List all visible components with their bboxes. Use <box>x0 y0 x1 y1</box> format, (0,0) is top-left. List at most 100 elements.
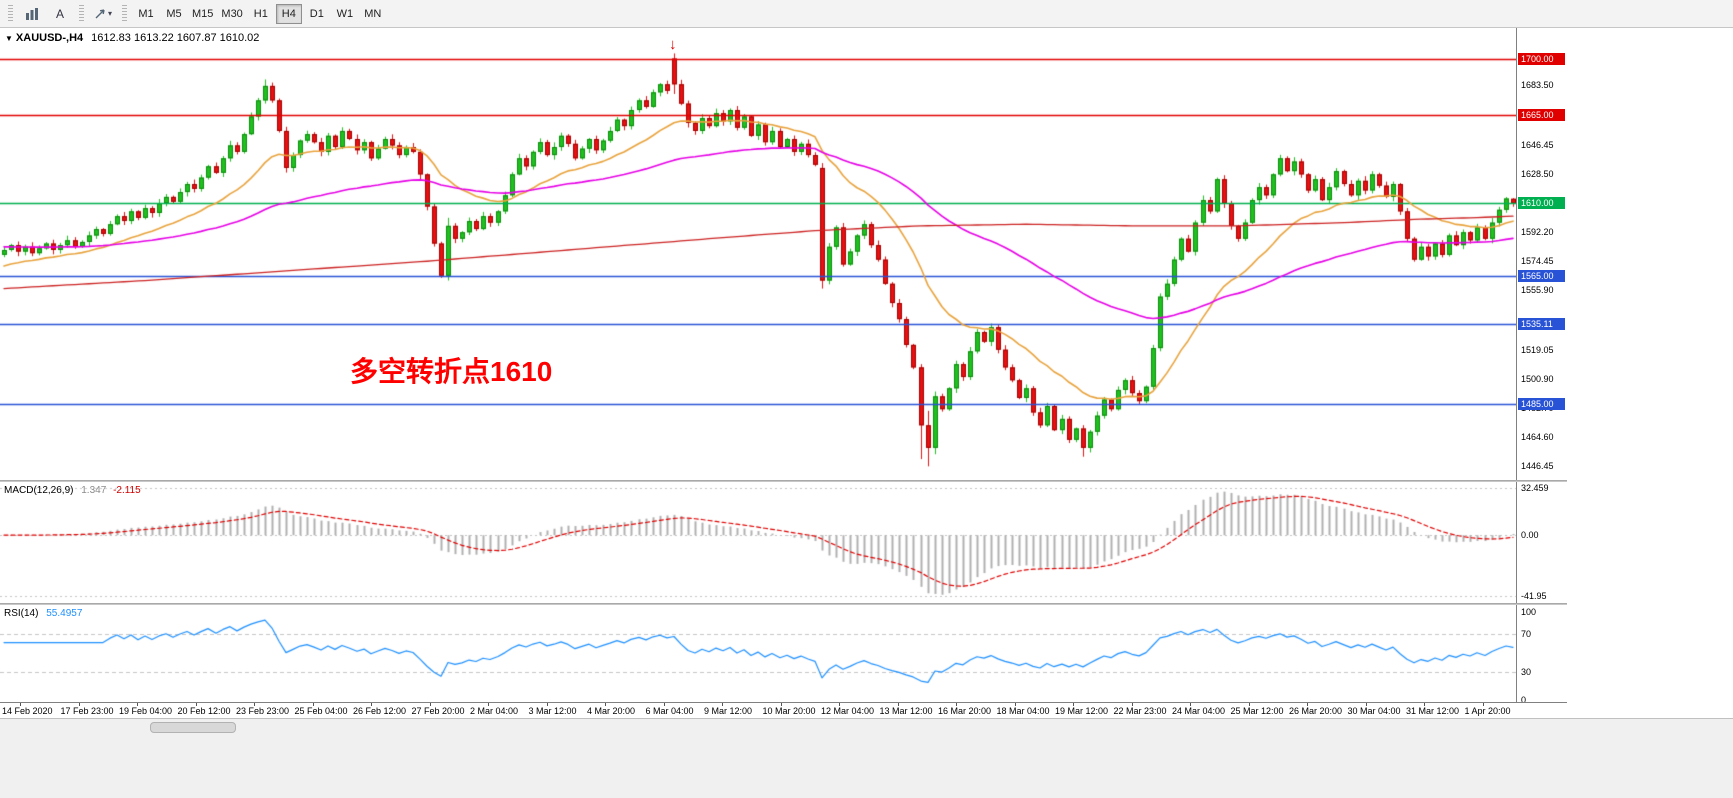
toolbar-grip[interactable] <box>122 4 127 23</box>
time-label: 30 Mar 04:00 <box>1347 706 1401 716</box>
dropdown-caret-icon: ▾ <box>107 9 112 18</box>
time-label: 17 Feb 23:00 <box>60 706 114 716</box>
time-tick <box>488 703 489 706</box>
timeframe-mn-button[interactable]: MN <box>360 4 386 24</box>
time-label: 22 Mar 23:00 <box>1113 706 1167 716</box>
timeframe-m30-button[interactable]: M30 <box>218 4 245 24</box>
time-label: 26 Mar 20:00 <box>1289 706 1343 716</box>
symbol-dropdown-icon[interactable]: ▼ <box>5 34 13 43</box>
time-tick <box>839 703 840 706</box>
panel-separator[interactable] <box>0 603 1567 605</box>
price-tick-label: 1592.20 <box>1521 226 1554 237</box>
macd-scale-label: -41.95 <box>1521 591 1547 602</box>
time-tick <box>1014 703 1016 706</box>
time-label: 4 Mar 20:00 <box>587 706 636 716</box>
time-label: 16 Mar 20:00 <box>938 706 992 716</box>
time-label: 25 Feb 04:00 <box>294 706 348 716</box>
timeframe-d1-button[interactable]: D1 <box>304 4 330 24</box>
time-label: 9 Mar 12:00 <box>704 706 753 716</box>
price-tick-label: 1464.60 <box>1521 432 1554 443</box>
status-bar <box>0 718 1733 798</box>
price-tick-label: 1519.05 <box>1521 344 1554 355</box>
macd-panel-label: MACD(12,26,9) 1.347 -2.115 <box>4 485 141 496</box>
macd-scale-label: 32.459 <box>1521 482 1549 493</box>
time-tick <box>137 703 138 706</box>
cursor-tool-button[interactable]: ▾ <box>90 4 116 24</box>
chart-type-button[interactable] <box>19 4 45 24</box>
time-tick <box>1131 703 1133 706</box>
time-label: 31 Mar 12:00 <box>1406 706 1460 716</box>
time-tick <box>312 703 314 706</box>
text-tool-button[interactable]: A <box>47 4 73 24</box>
time-label: 18 Mar 04:00 <box>996 706 1050 716</box>
time-label: 2 Mar 04:00 <box>470 706 519 716</box>
price-level-badge: 1565.00 <box>1518 269 1565 282</box>
price-level-badge: 1700.00 <box>1518 52 1565 65</box>
time-tick <box>1365 703 1367 706</box>
time-tick <box>371 703 372 706</box>
ohlc-values: 1612.83 1613.22 1607.87 1610.02 <box>91 32 260 44</box>
time-tick <box>254 703 255 706</box>
timeframe-m15-button[interactable]: M15 <box>189 4 216 24</box>
time-tick <box>897 703 899 706</box>
time-tick <box>1307 703 1308 706</box>
time-tick <box>780 703 782 706</box>
toolbar-grip[interactable] <box>79 4 84 23</box>
time-label: 19 Feb 04:00 <box>119 706 173 716</box>
time-tick <box>1482 703 1484 706</box>
time-tick <box>722 703 723 706</box>
rsi-indicator-name: RSI(14) <box>4 608 39 619</box>
price-tick-label: 1646.45 <box>1521 139 1554 150</box>
timeframe-h1-button[interactable]: H1 <box>248 4 274 24</box>
time-label: 26 Feb 12:00 <box>353 706 407 716</box>
rsi-scale-label: 0 <box>1521 695 1527 705</box>
price-tick-label: 1500.90 <box>1521 373 1554 384</box>
price-tick-label: 1683.50 <box>1521 80 1554 91</box>
rsi-scale-label: 30 <box>1521 666 1532 677</box>
time-label: 10 Mar 20:00 <box>762 706 816 716</box>
timeframe-w1-button[interactable]: W1 <box>332 4 358 24</box>
time-label: 1 Apr 20:00 <box>1464 706 1511 716</box>
rsi-panel-label: RSI(14) 55.4957 <box>4 608 82 619</box>
horizontal-scrollbar-thumb[interactable] <box>150 722 236 733</box>
time-label: 6 Mar 04:00 <box>645 706 694 716</box>
macd-main-value: 1.347 <box>81 485 107 496</box>
time-label: 25 Mar 12:00 <box>1230 706 1284 716</box>
toolbar: A ▾ M1 M5 M15 M30 H1 H4 D1 W1 MN <box>0 0 1733 28</box>
time-tick <box>1190 703 1191 706</box>
time-label: 19 Mar 12:00 <box>1055 706 1109 716</box>
price-level-badge: 1610.00 <box>1518 197 1565 210</box>
price-chart-canvas[interactable] <box>0 28 1516 701</box>
time-tick <box>1248 703 1250 706</box>
text-tool-icon: A <box>55 6 64 21</box>
time-tick <box>1073 703 1074 706</box>
rsi-scale-label: 70 <box>1521 628 1532 639</box>
price-scale[interactable]: 1683.50 1646.45 1628.50 1592.20 1574.45 1555.… <box>1516 28 1567 705</box>
macd-indicator-name: MACD(12,26,9) <box>4 485 74 496</box>
time-label: 24 Mar 04:00 <box>1172 706 1226 716</box>
price-tick-label: 1574.45 <box>1521 255 1554 266</box>
chart-window: ▼ XAUUSD-,H4 1612.83 1613.22 1607.87 1610.… <box>0 28 1567 718</box>
time-tick <box>429 703 431 706</box>
macd-signal-value: -2.115 <box>113 485 141 496</box>
time-label: 27 Feb 20:00 <box>411 706 465 716</box>
price-level-badge: 1535.11 <box>1518 317 1565 330</box>
time-label: 3 Mar 12:00 <box>528 706 577 716</box>
panel-separator[interactable] <box>0 480 1567 482</box>
time-label: 14 Feb 2020 <box>2 706 53 716</box>
time-tick <box>78 703 80 706</box>
rsi-scale-label: 100 <box>1521 607 1537 617</box>
time-label: 13 Mar 12:00 <box>879 706 933 716</box>
time-label: 12 Mar 04:00 <box>821 706 875 716</box>
toolbar-grip[interactable] <box>8 4 13 23</box>
price-tick-label: 1555.90 <box>1521 285 1554 296</box>
time-tick <box>1424 703 1425 706</box>
time-tick <box>546 703 548 706</box>
arrow-tool-icon <box>95 9 105 19</box>
time-axis[interactable]: 14 Feb 2020 17 Feb 23:00 19 Feb 04:00 20 Fe… <box>0 702 1567 718</box>
symbol-label: XAUUSD-,H4 <box>15 32 84 44</box>
price-level-badge: 1665.00 <box>1518 108 1565 121</box>
timeframe-h4-button[interactable]: H4 <box>275 3 302 24</box>
timeframe-m5-button[interactable]: M5 <box>161 4 187 24</box>
timeframe-m1-button[interactable]: M1 <box>133 4 159 24</box>
